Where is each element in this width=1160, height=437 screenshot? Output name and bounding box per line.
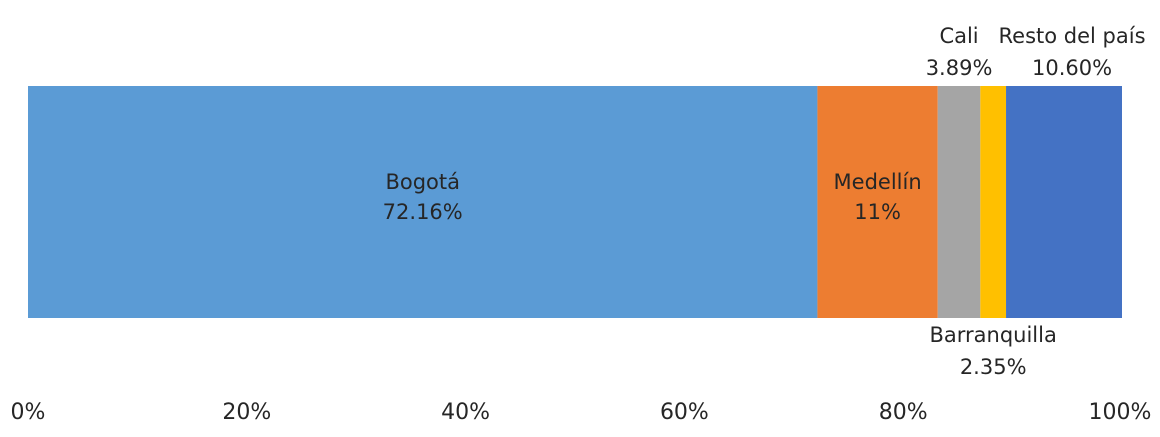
bar-segment-medellin: [817, 86, 938, 318]
data-label-value-bogota: 72.16%: [383, 200, 463, 224]
x-tick-label: 20%: [222, 400, 271, 425]
x-tick-label: 80%: [879, 400, 928, 425]
data-label-name-bogota: Bogotá: [385, 170, 460, 194]
x-tick-label: 0%: [11, 400, 46, 425]
x-tick-label: 40%: [441, 400, 490, 425]
bar-segment-barranquilla: [980, 86, 1007, 318]
bar-segments: [28, 86, 1122, 318]
data-label-value-medellin: 11%: [854, 200, 901, 224]
data-label-name-resto-del-pais: Resto del país: [999, 24, 1146, 48]
bar-segment-resto-del-pais: [1006, 86, 1122, 318]
bar-segment-bogota: [28, 86, 818, 318]
data-labels: Bogotá 72.16% Medellín 11% Cali 3.89% Barranqu…: [383, 24, 1146, 379]
data-label-name-medellin: Medellín: [834, 170, 922, 194]
bar-segment-cali: [937, 86, 981, 318]
x-tick-label: 100%: [1089, 400, 1152, 425]
data-label-name-cali: Cali: [939, 24, 978, 48]
data-label-value-barranquilla: 2.35%: [960, 355, 1027, 379]
x-axis-tick-labels: 0% 20% 40% 60% 80% 100%: [11, 400, 1152, 425]
data-label-value-resto-del-pais: 10.60%: [1032, 56, 1112, 80]
data-label-name-barranquilla: Barranquilla: [929, 323, 1056, 347]
data-label-value-cali: 3.89%: [926, 56, 993, 80]
x-tick-label: 60%: [660, 400, 709, 425]
